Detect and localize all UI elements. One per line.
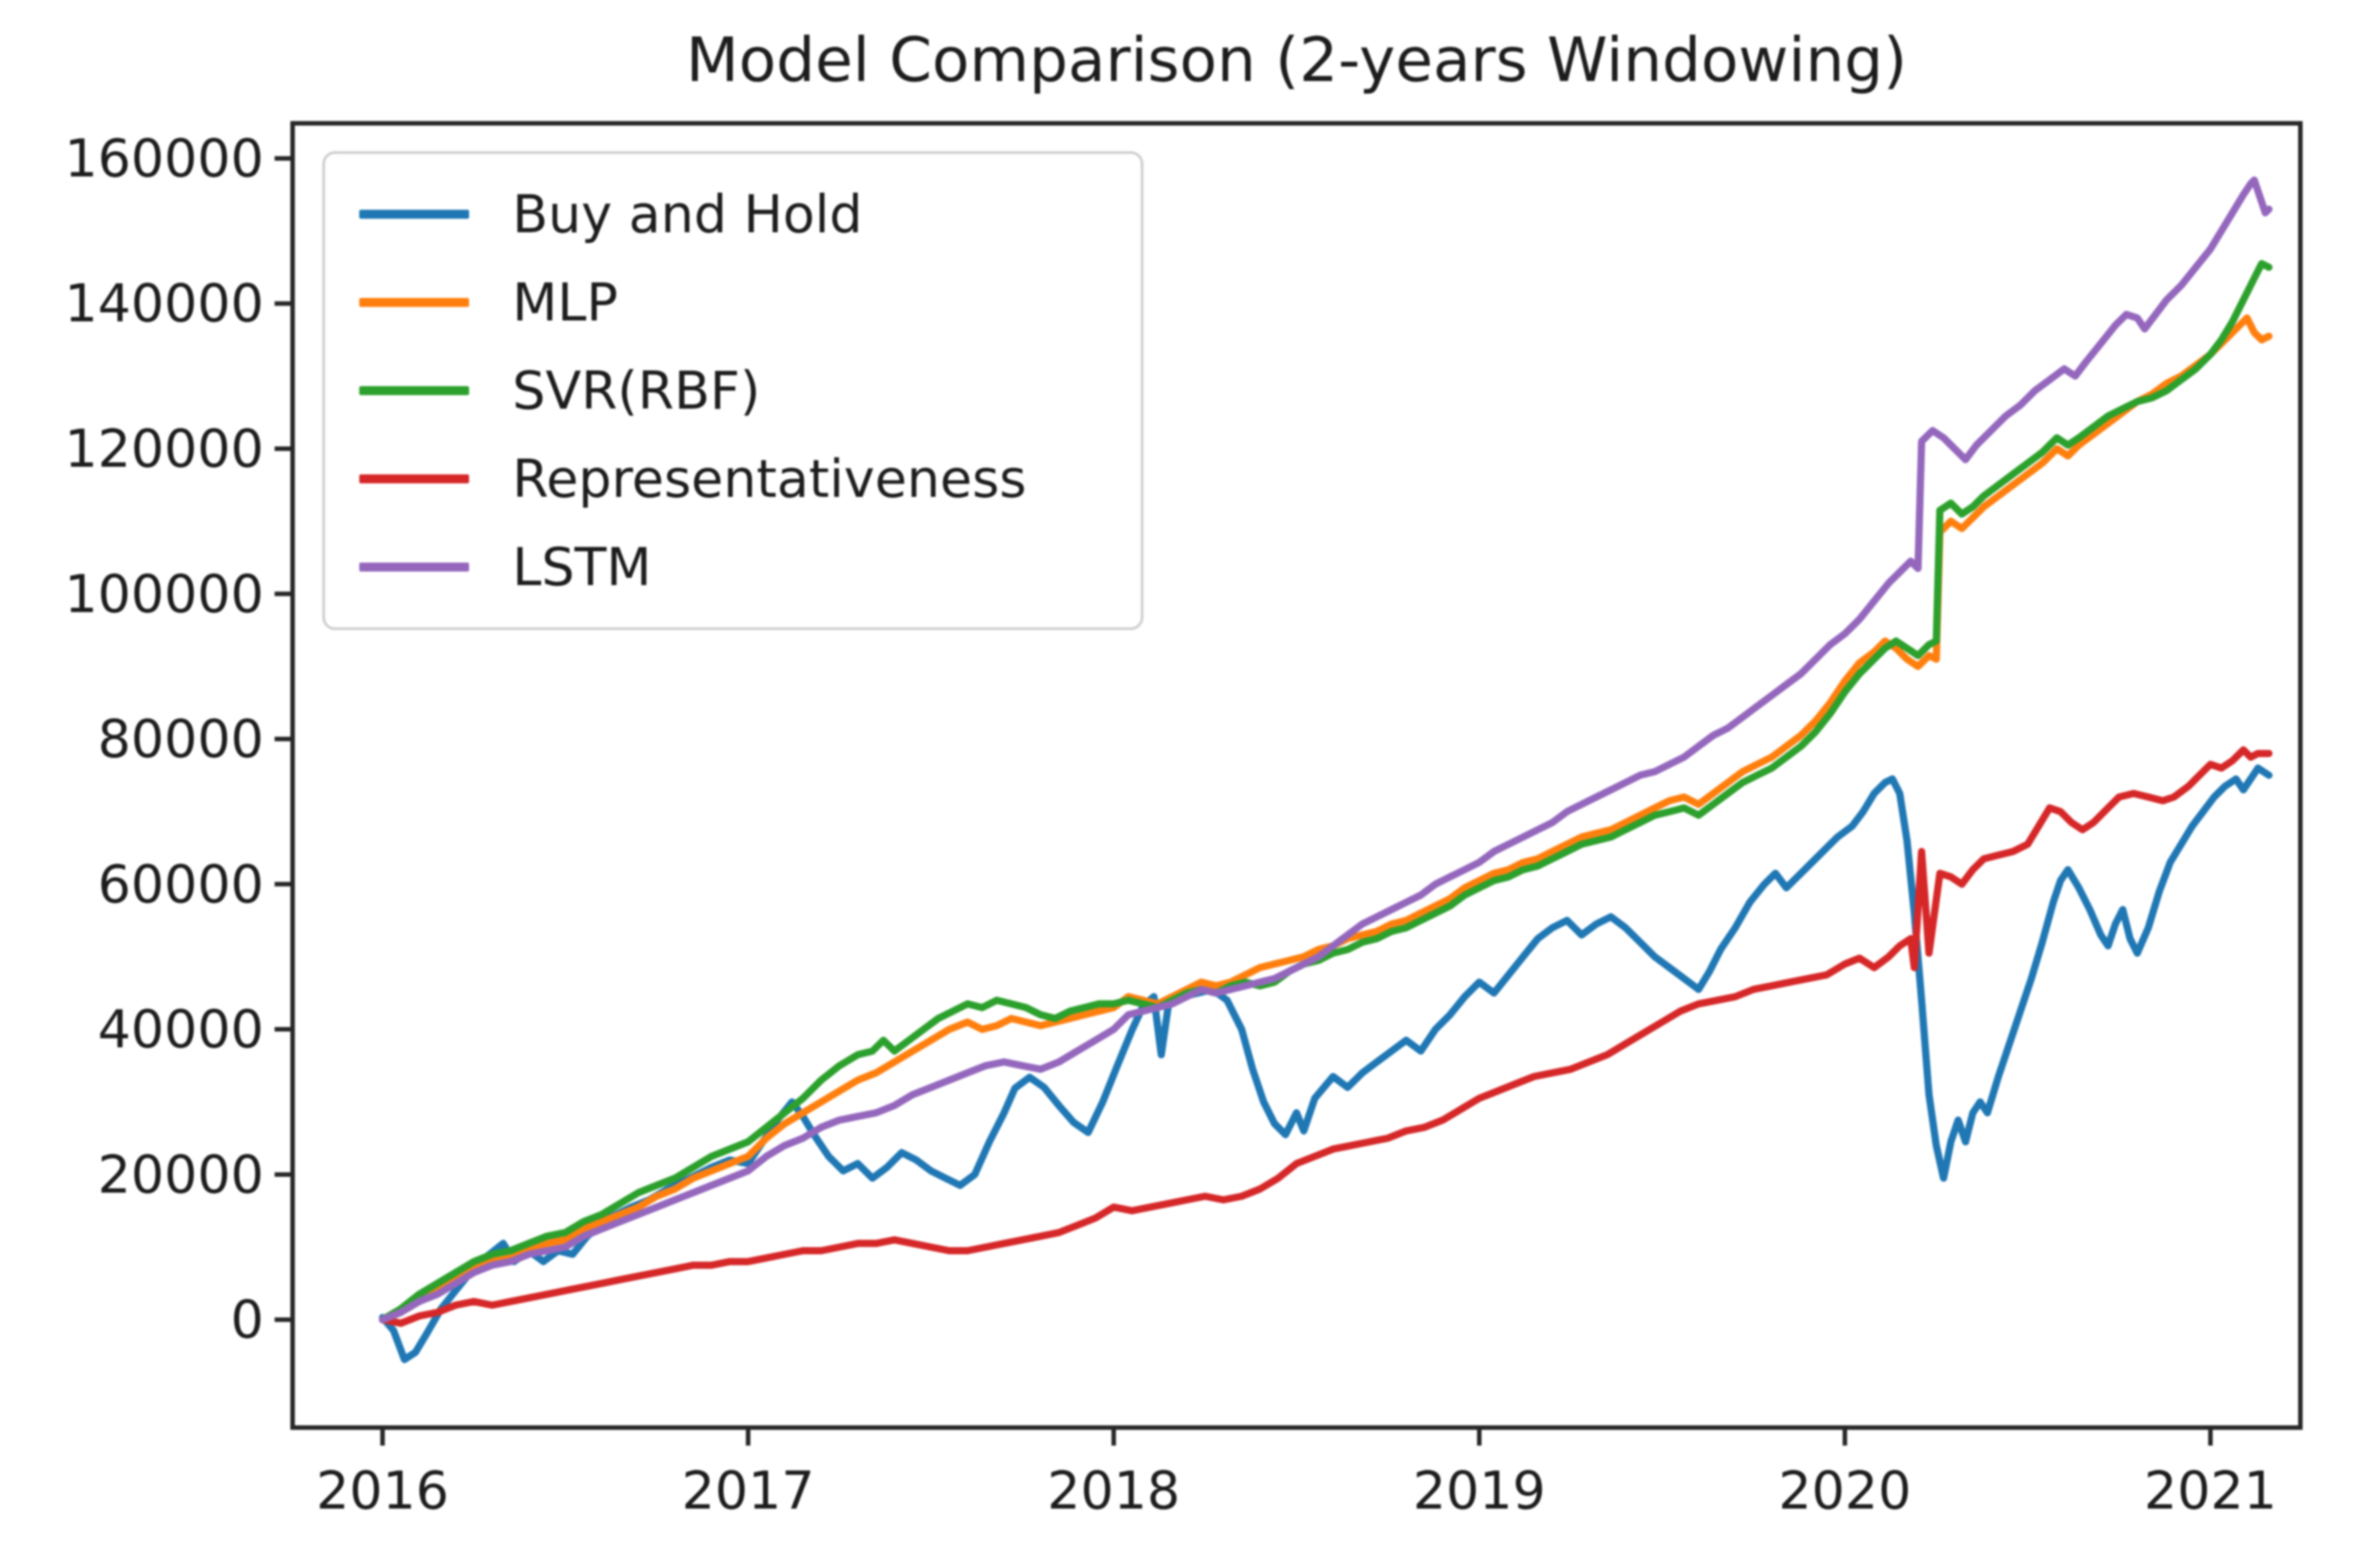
series-line-lstm: [378, 176, 2273, 1324]
x-tick-label: 2020: [1778, 1460, 1911, 1521]
x-tick-label: 2018: [1047, 1460, 1180, 1521]
x-tick-label: 2017: [682, 1460, 815, 1521]
series-line-svr-rbf-: [378, 259, 2273, 1324]
axes: 0 20000 40000 60000 80000 100000 120000 140000 1…: [65, 121, 2303, 1521]
y-tick-label: 100000: [65, 563, 264, 625]
legend-item-buy-and-hold: Buy and Hold: [359, 171, 1141, 257]
series-line-representativeness: [378, 746, 2273, 1328]
legend-line-sample: [359, 298, 469, 307]
legend-label: Representativeness: [512, 448, 1027, 509]
chart-title: Model Comparison (2-years Windowing): [685, 25, 1908, 96]
legend-line-sample: [359, 563, 469, 572]
legend-line-sample: [359, 386, 469, 395]
legend-item-lstm: LSTM: [359, 524, 1141, 610]
x-tick-label: 2021: [2144, 1460, 2277, 1521]
x-tick-label: 2016: [316, 1460, 449, 1521]
x-tick-label: 2019: [1413, 1460, 1546, 1521]
legend-line-sample: [359, 474, 469, 483]
y-tick-label: 20000: [97, 1144, 264, 1205]
y-tick-label: 40000: [97, 999, 264, 1060]
legend: Buy and Hold MLP SVR(RBF) Representativenes…: [322, 151, 1143, 630]
y-tick-label: 80000: [97, 708, 264, 770]
plot-border: [290, 121, 2303, 1430]
y-tick-label: 120000: [65, 418, 264, 479]
y-tick-label: 60000: [97, 853, 264, 915]
series-lines: [378, 176, 2273, 1364]
legend-item-mlp: MLP: [359, 259, 1141, 346]
legend-label: MLP: [512, 272, 619, 333]
legend-item-svr-rbf-: SVR(RBF): [359, 347, 1141, 434]
y-tick-label: 0: [230, 1289, 264, 1350]
legend-item-representativeness: Representativeness: [359, 436, 1141, 522]
legend-label: LSTM: [512, 536, 652, 598]
legend-line-sample: [359, 210, 469, 219]
legend-label: Buy and Hold: [512, 184, 863, 245]
legend-label: SVR(RBF): [512, 360, 761, 421]
y-tick-label: 160000: [65, 128, 264, 189]
series-line-mlp: [378, 314, 2273, 1324]
y-tick-label: 140000: [65, 273, 264, 334]
